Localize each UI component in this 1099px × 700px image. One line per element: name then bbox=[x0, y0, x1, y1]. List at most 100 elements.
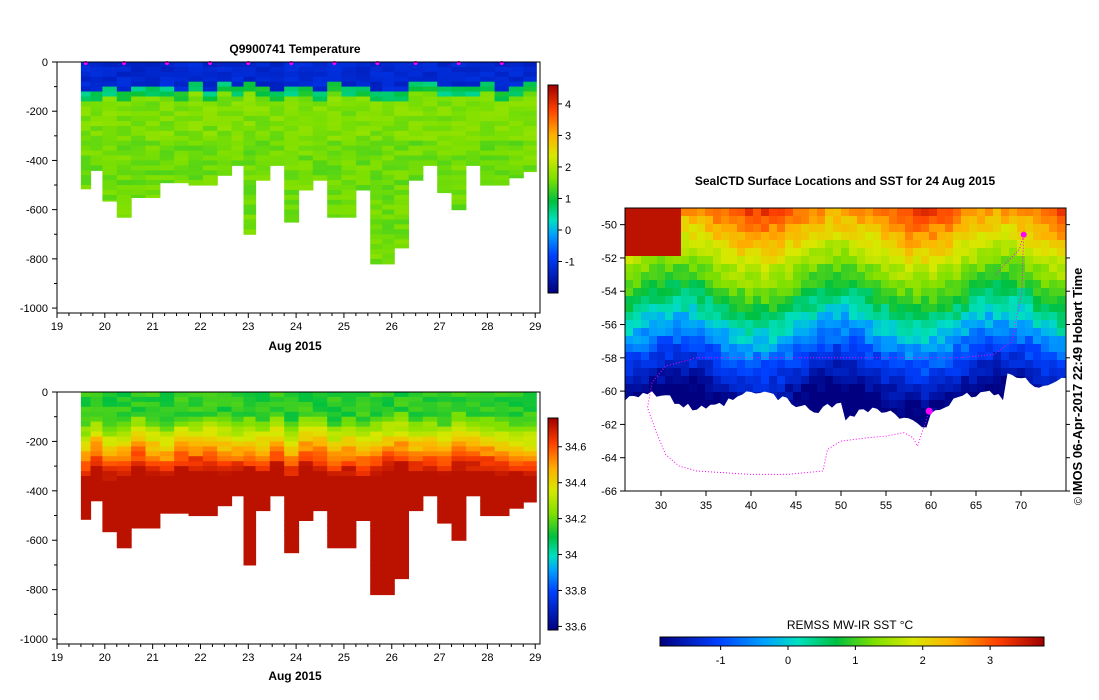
profile-cell bbox=[116, 461, 132, 467]
sst-cell bbox=[961, 256, 970, 265]
sst-cell bbox=[681, 256, 690, 265]
profile-cell bbox=[217, 495, 233, 502]
sst-cell bbox=[753, 304, 762, 313]
profile-cell bbox=[131, 461, 146, 467]
sst-cell bbox=[873, 216, 882, 225]
sst-cell bbox=[793, 352, 802, 361]
profile-cell bbox=[341, 426, 357, 433]
profile-cell bbox=[355, 451, 371, 457]
sst-cell bbox=[721, 344, 730, 353]
profile-cell bbox=[480, 456, 496, 462]
profile-cell bbox=[327, 214, 343, 218]
sst-cell bbox=[681, 384, 690, 393]
profile-cell bbox=[188, 495, 204, 502]
profile-cell bbox=[202, 81, 218, 88]
sst-cell bbox=[937, 400, 946, 409]
profile-cell bbox=[327, 204, 343, 211]
sst-cell bbox=[745, 384, 754, 393]
profile-cell bbox=[102, 76, 118, 83]
sst-cell bbox=[833, 328, 842, 337]
profile-cell bbox=[231, 392, 245, 398]
sst-cell bbox=[745, 368, 754, 377]
profile-cell bbox=[422, 155, 438, 161]
sst-cell bbox=[961, 360, 970, 369]
sst-cell bbox=[1057, 256, 1066, 265]
colorbar-tick-label: 1 bbox=[565, 193, 571, 205]
profile-cell bbox=[231, 436, 245, 442]
profile-cell bbox=[394, 76, 409, 83]
sst-cell bbox=[681, 368, 690, 377]
sst-cell bbox=[921, 256, 930, 265]
profile-cell bbox=[116, 180, 132, 186]
sst-cell bbox=[929, 320, 938, 329]
sst-cell bbox=[1049, 320, 1058, 329]
profile-cell bbox=[188, 411, 204, 418]
sst-cell bbox=[969, 312, 978, 321]
profile-cell bbox=[116, 466, 132, 472]
x-tick-label: 70 bbox=[1015, 500, 1027, 512]
profile-cell bbox=[202, 411, 218, 418]
colorbar-tick-label: 0 bbox=[785, 655, 791, 667]
profile-cell bbox=[243, 111, 257, 117]
sst-cell bbox=[913, 384, 922, 393]
sst-cell bbox=[721, 376, 730, 385]
profile-cell bbox=[255, 76, 271, 83]
profile-cell bbox=[370, 155, 383, 161]
profile-cell bbox=[269, 62, 285, 68]
profile-cell bbox=[231, 451, 245, 457]
sst-cell bbox=[801, 392, 810, 401]
profile-cell bbox=[341, 515, 357, 521]
profile-cell bbox=[80, 165, 92, 171]
sst-cell bbox=[665, 296, 674, 305]
sst-cell bbox=[753, 288, 762, 297]
profile-cell bbox=[159, 495, 175, 502]
profile-cell bbox=[145, 106, 161, 112]
sst-cell bbox=[785, 320, 794, 329]
profile-cell bbox=[394, 411, 409, 418]
sst-cell bbox=[913, 376, 922, 385]
sst-cell bbox=[833, 320, 842, 329]
sst-cell bbox=[769, 216, 778, 225]
profile-cell bbox=[480, 175, 496, 181]
sst-cell bbox=[777, 392, 786, 401]
sst-cell bbox=[809, 208, 818, 217]
profile-cell bbox=[370, 91, 383, 97]
x-tick-label: 20 bbox=[99, 652, 111, 664]
sst-cell bbox=[745, 312, 754, 321]
sst-cell bbox=[1057, 312, 1066, 321]
profile-cell bbox=[231, 401, 245, 408]
sst-cell bbox=[913, 272, 922, 281]
profile-cell bbox=[131, 66, 146, 73]
profile-cell bbox=[202, 392, 218, 398]
profile-cell bbox=[145, 406, 161, 413]
sst-cell bbox=[937, 240, 946, 249]
sst-cell bbox=[657, 352, 666, 361]
profile-cell bbox=[284, 214, 300, 221]
sst-cell bbox=[801, 264, 810, 273]
sst-cell bbox=[665, 360, 674, 369]
sst-cell bbox=[657, 272, 666, 281]
sst-cell bbox=[833, 336, 842, 345]
sst-cell bbox=[889, 408, 898, 417]
profile-cell bbox=[437, 392, 453, 398]
sst-cell bbox=[897, 328, 906, 337]
sst-cell bbox=[713, 216, 722, 225]
x-tick-label: 60 bbox=[925, 500, 937, 512]
profile-cell bbox=[327, 175, 343, 181]
sst-cell bbox=[961, 352, 970, 361]
sst-cell bbox=[697, 392, 706, 401]
profile-cell bbox=[90, 150, 104, 157]
profile-cell bbox=[269, 466, 285, 472]
profile-cell bbox=[116, 520, 132, 526]
sst-cell bbox=[929, 392, 938, 401]
profile-cell bbox=[327, 91, 343, 97]
profile-cell bbox=[255, 111, 271, 117]
sst-cell bbox=[849, 232, 858, 241]
sst-cell bbox=[833, 240, 842, 249]
sst-cell bbox=[865, 248, 874, 257]
sst-cell bbox=[833, 376, 842, 385]
profile-cell bbox=[312, 431, 328, 437]
sst-cell bbox=[689, 272, 698, 281]
profile-cell bbox=[102, 520, 118, 526]
profile-cell bbox=[355, 406, 371, 413]
